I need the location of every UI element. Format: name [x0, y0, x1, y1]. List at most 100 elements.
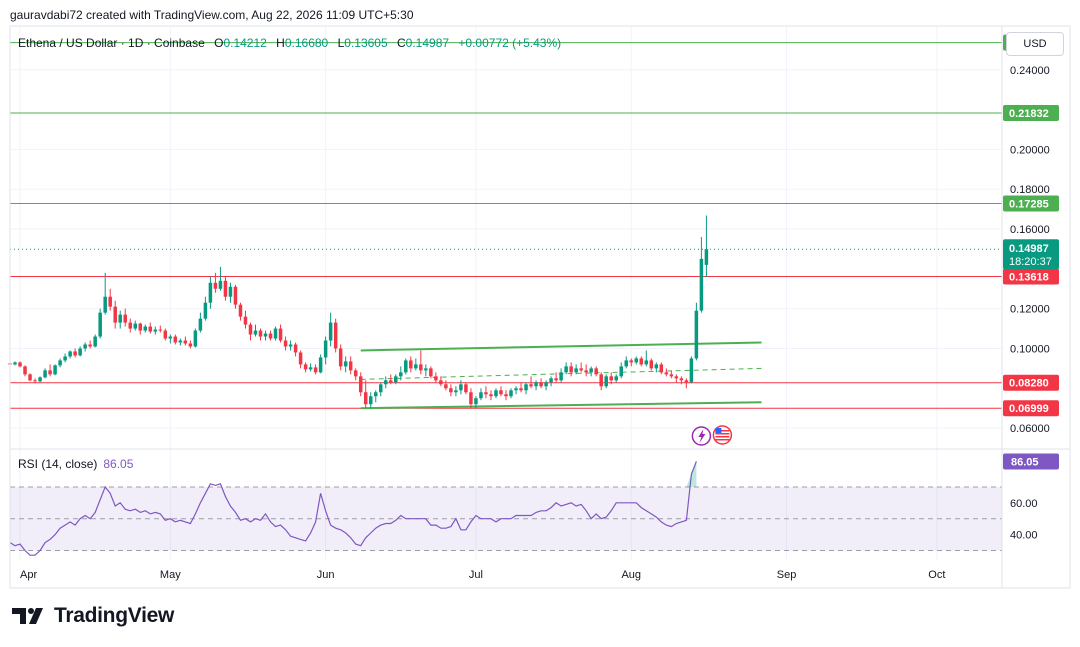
- candle-body: [539, 382, 543, 387]
- candle-body: [704, 249, 709, 265]
- currency-button[interactable]: USD: [1006, 32, 1064, 56]
- candle-body: [384, 380, 388, 385]
- candle-body: [368, 396, 373, 405]
- rsi-tick-label: 40.00: [1010, 530, 1038, 542]
- price-tick-label: 0.16000: [1010, 224, 1050, 236]
- candle-body: [193, 330, 198, 347]
- time-tick-label: May: [160, 569, 181, 581]
- candle-body: [514, 388, 518, 391]
- candle-body: [604, 376, 608, 387]
- candle-body: [594, 368, 598, 375]
- price-tick-label: 0.24000: [1010, 65, 1050, 77]
- candle-body: [113, 306, 117, 323]
- level-label: 0.13618: [1009, 271, 1049, 283]
- candle-body: [98, 312, 102, 337]
- candle-body: [544, 382, 548, 387]
- ticker-info: Ethena / US Dollar · 1D · Coinbase O0.14…: [18, 36, 561, 50]
- price-axis: 0.24000 0.20000 0.18000 0.16000 0.12000 0.100…: [1010, 65, 1050, 435]
- candle-body: [68, 351, 72, 357]
- flag-stripe: [715, 439, 730, 441]
- flag-canton: [715, 428, 722, 433]
- candle-body: [424, 368, 428, 371]
- candle-body: [679, 378, 684, 381]
- candle-body: [414, 364, 418, 369]
- candle-body: [138, 323, 143, 331]
- rsi-value-badge: [1003, 453, 1059, 470]
- price-tick-label: 0.10000: [1010, 343, 1050, 355]
- candle-body: [298, 352, 303, 365]
- candle-body: [318, 357, 323, 373]
- candle-body: [73, 351, 77, 356]
- candle-body: [689, 358, 694, 383]
- open-value: 0.14212: [223, 36, 267, 50]
- rsi-overbought-fill: [686, 461, 697, 487]
- candle-body: [464, 384, 468, 393]
- horizontal-levels: 0.253670.218320.172850.136180.082800.069…: [10, 34, 1059, 417]
- candle-body: [128, 322, 132, 329]
- last-price-label: 0.14987: [1009, 243, 1049, 255]
- candle-body: [338, 348, 343, 367]
- rsi-title: RSI (14, close) 86.05: [18, 457, 133, 471]
- candle-body: [148, 326, 153, 332]
- candle-body: [579, 368, 583, 371]
- candle-body: [268, 333, 273, 339]
- candle-body: [198, 318, 203, 331]
- candle-body: [153, 329, 158, 332]
- candle-body: [559, 372, 563, 381]
- candle-body: [253, 330, 258, 335]
- candle-body: [213, 282, 218, 289]
- candle-body: [28, 374, 32, 381]
- candle-body: [619, 366, 623, 377]
- candle-body: [634, 358, 639, 363]
- candle-body: [454, 390, 458, 393]
- candle-body: [38, 377, 42, 382]
- candle-body: [283, 340, 288, 347]
- candle-body: [18, 362, 22, 367]
- level-label: 0.17285: [1009, 198, 1049, 210]
- channel-upper-line: [360, 341, 762, 352]
- time-tick-label: Oct: [928, 569, 945, 581]
- candle-body: [484, 392, 488, 395]
- candle-body: [474, 398, 478, 405]
- candle-body: [699, 258, 704, 311]
- candle-body: [534, 382, 538, 387]
- candle-body: [429, 368, 433, 377]
- candle-body: [308, 367, 313, 370]
- candle-body: [43, 370, 47, 378]
- candle-body: [358, 376, 363, 393]
- candle-body: [419, 364, 423, 371]
- candle-body: [78, 348, 82, 356]
- candle-body: [93, 336, 97, 347]
- candle-body: [178, 340, 183, 343]
- candle-body: [328, 322, 333, 341]
- candle-body: [394, 376, 398, 383]
- candle-body: [263, 333, 268, 337]
- tradingview-logo[interactable]: TradingView: [12, 604, 174, 628]
- price-tick-label: 0.06000: [1010, 423, 1050, 435]
- candle-body: [479, 392, 483, 399]
- flag-stripe: [715, 436, 730, 438]
- level-badge: [1003, 268, 1059, 285]
- close-label: C: [397, 36, 406, 50]
- candle-body: [409, 360, 413, 369]
- level-badge: [1003, 374, 1059, 391]
- channel-lower-line: [360, 401, 762, 410]
- candle-body: [614, 376, 618, 381]
- candle-body: [303, 364, 308, 370]
- candle-body: [469, 392, 473, 405]
- candle-body: [143, 326, 148, 331]
- candle-body: [188, 343, 193, 347]
- candle-body: [108, 296, 112, 307]
- high-label: H: [276, 36, 285, 50]
- candle-body: [589, 368, 593, 373]
- candle-body: [659, 364, 664, 373]
- candle-body: [504, 394, 508, 397]
- candle-body: [333, 322, 338, 349]
- candle-body: [48, 370, 52, 375]
- candle-body: [133, 323, 138, 329]
- candlesticks: [8, 215, 709, 409]
- candle-body: [233, 286, 238, 305]
- rsi-tick-label: 60.00: [1010, 498, 1038, 510]
- level-badge: [1003, 104, 1059, 121]
